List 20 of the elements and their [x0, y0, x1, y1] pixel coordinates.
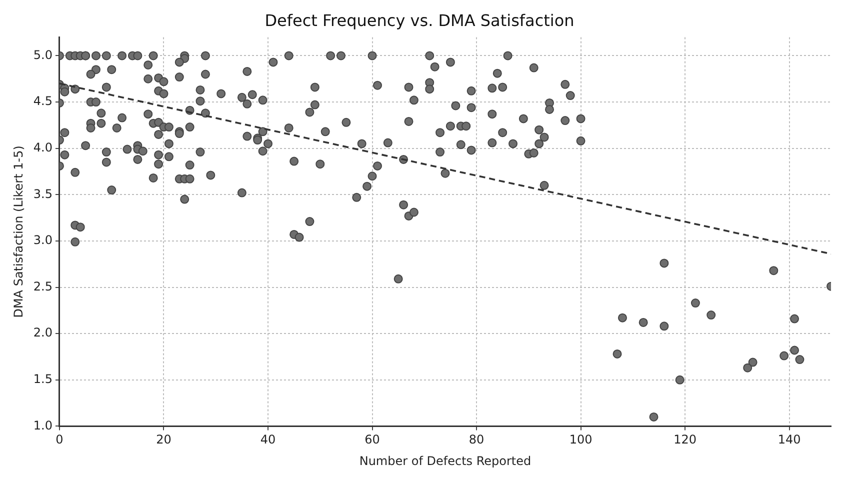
x-tick-label: 100: [569, 432, 592, 447]
y-axis-title: DMA Satisfaction (Likert 1-5): [11, 146, 26, 318]
y-tick-label: 1.0: [33, 418, 52, 432]
x-tick-label: 140: [778, 432, 801, 447]
y-tick-label: 3.5: [33, 186, 52, 201]
x-tick-label: 20: [156, 432, 172, 447]
x-tick-label: 40: [260, 432, 276, 447]
y-tick-label: 2.5: [33, 279, 52, 294]
y-tick-label: 4.5: [33, 94, 52, 108]
x-tick-label: 80: [468, 432, 484, 447]
x-tick-label: 60: [364, 432, 380, 447]
y-tick-label: 2.0: [33, 326, 52, 340]
y-tick-label: 5.0: [33, 48, 52, 62]
x-tick-label: 120: [674, 432, 696, 447]
y-tick-label: 3.0: [33, 233, 52, 248]
y-tick-label: 4.0: [33, 140, 52, 154]
x-tick-label: 0: [56, 432, 64, 447]
y-tick-label: 1.5: [33, 372, 52, 386]
x-axis-title: Number of Defects Reported: [359, 454, 532, 468]
chart-title: Defect Frequency vs. DMA Satisfaction: [264, 10, 574, 30]
